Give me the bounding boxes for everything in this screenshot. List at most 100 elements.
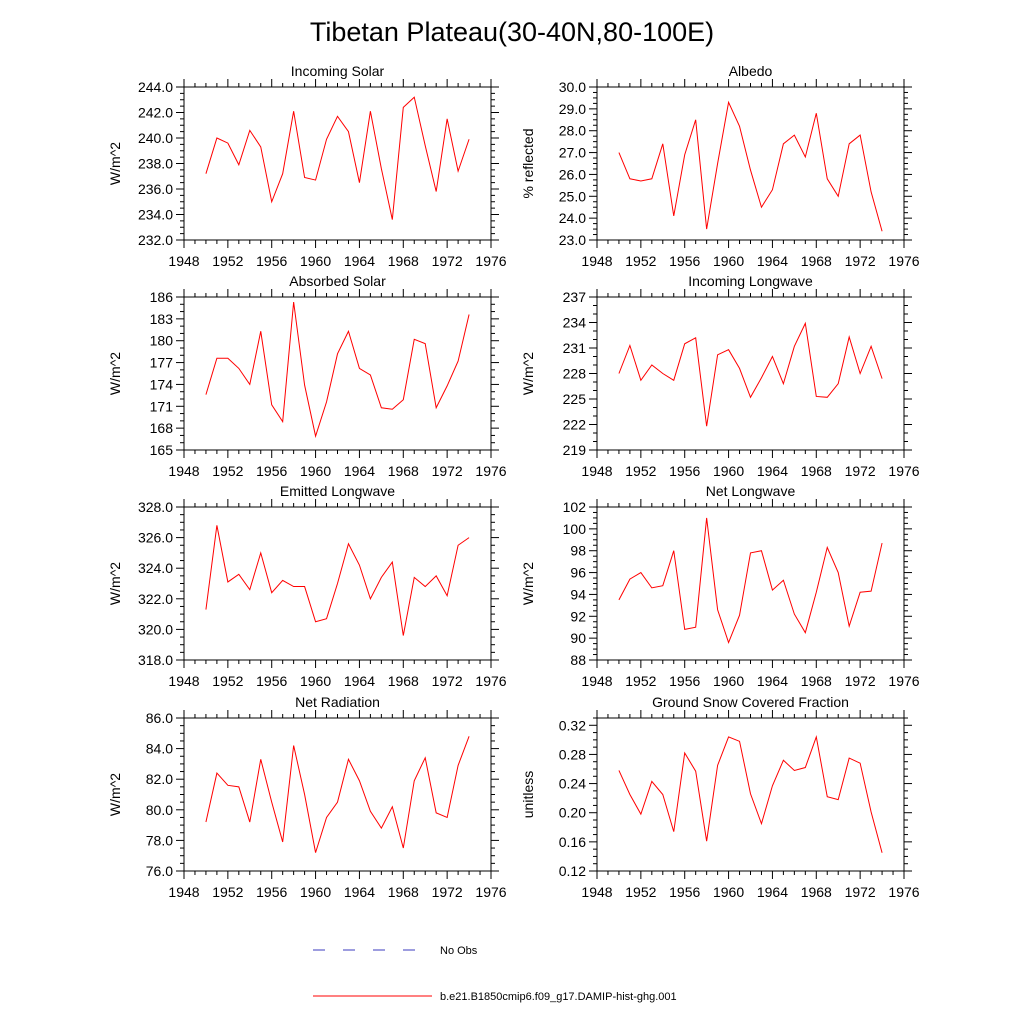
x-tick-label: 1968 (388, 463, 419, 479)
y-tick-label: 78.0 (146, 832, 173, 848)
x-tick-label: 1948 (168, 253, 199, 269)
y-tick-label: 94 (570, 586, 586, 602)
x-tick-label: 1968 (388, 884, 419, 900)
y-tick-label: 183 (150, 311, 174, 327)
y-axis-label: W/m^2 (107, 562, 123, 605)
plot-frame (183, 86, 492, 241)
x-tick-label: 1948 (168, 463, 199, 479)
y-tick-label: 100 (563, 521, 587, 537)
y-tick-label: 0.24 (559, 776, 586, 792)
y-tick-label: 234.0 (138, 207, 173, 223)
x-tick-label: 1952 (625, 463, 656, 479)
y-tick-label: 24.0 (559, 210, 586, 226)
x-tick-label: 1964 (344, 673, 375, 689)
y-tick-label: 168 (150, 420, 174, 436)
y-tick-label: 23.0 (559, 232, 586, 248)
x-tick-label: 1964 (344, 884, 375, 900)
y-tick-label: 186 (150, 289, 174, 305)
x-tick-label: 1976 (888, 463, 919, 479)
panel-title: Emitted Longwave (280, 483, 395, 499)
panel-incoming-solar: Incoming Solar W/m^2 1948 1952 1956 1960 1964 1… (107, 63, 507, 269)
x-tick-label: 1976 (475, 463, 506, 479)
y-axis-label: W/m^2 (107, 773, 123, 816)
y-tick-label: 0.28 (559, 746, 586, 762)
x-tick-label: 1960 (713, 253, 744, 269)
series-line-net-radiation (205, 736, 470, 853)
y-tick-label: 320.0 (138, 621, 173, 637)
x-tick-label: 1968 (388, 673, 419, 689)
x-tick-label: 1964 (344, 253, 375, 269)
x-tick-label: 1968 (801, 463, 832, 479)
x-tick-label: 1956 (256, 673, 287, 689)
panel-title: Albedo (729, 63, 773, 79)
y-tick-label: 237 (563, 289, 587, 305)
panel-grid: Incoming Solar W/m^2 1948 1952 1956 1960 1964 1… (107, 63, 920, 900)
x-tick-label: 1976 (888, 884, 919, 900)
plot-frame (183, 717, 492, 872)
y-tick-label: 244.0 (138, 79, 173, 95)
x-tick-label: 1976 (475, 253, 506, 269)
x-tick-label: 1956 (256, 253, 287, 269)
y-tick-label: 228 (563, 366, 587, 382)
x-tick-label: 1952 (625, 884, 656, 900)
panel-title: Absorbed Solar (289, 273, 386, 289)
x-tick-label: 1968 (801, 673, 832, 689)
y-tick-label: 322.0 (138, 591, 173, 607)
y-tick-label: 171 (150, 398, 174, 414)
panel-net-radiation: Net Radiation W/m^2 1948 1952 1956 1960 1964 19… (107, 694, 507, 900)
y-axis-label: % reflected (520, 128, 536, 198)
x-tick-label: 1956 (669, 884, 700, 900)
x-tick-label: 1968 (801, 253, 832, 269)
panel-title: Incoming Longwave (688, 273, 813, 289)
y-tick-label: 177 (150, 355, 174, 371)
x-tick-label: 1956 (669, 253, 700, 269)
plot-frame (183, 296, 492, 451)
series-line-incoming-solar (205, 96, 470, 220)
series-line-incoming-longwave (618, 321, 883, 427)
x-tick-label: 1968 (801, 884, 832, 900)
x-tick-label: 1960 (713, 463, 744, 479)
y-tick-label: 102 (563, 499, 587, 515)
x-tick-label: 1960 (300, 884, 331, 900)
y-tick-label: 0.12 (559, 863, 586, 879)
x-tick-label: 1964 (344, 463, 375, 479)
x-tick-label: 1960 (713, 673, 744, 689)
y-axis-label: unitless (520, 771, 536, 818)
x-tick-label: 1960 (300, 253, 331, 269)
y-tick-label: 27.0 (559, 145, 586, 161)
x-tick-label: 1956 (669, 673, 700, 689)
x-tick-label: 1972 (432, 463, 463, 479)
x-tick-label: 1948 (168, 884, 199, 900)
series-line-albedo (618, 100, 883, 232)
panel-title: Net Radiation (295, 694, 380, 710)
panel-title: Incoming Solar (291, 63, 385, 79)
x-tick-label: 1952 (212, 673, 243, 689)
panel-absorbed-solar: Absorbed Solar W/m^2 1948 1952 1956 1960 1964 1… (107, 273, 507, 479)
y-tick-label: 84.0 (146, 741, 173, 757)
x-tick-label: 1972 (432, 253, 463, 269)
y-tick-label: 232.0 (138, 232, 173, 248)
y-tick-label: 238.0 (138, 156, 173, 172)
figure-title: Tibetan Plateau(30-40N,80-100E) (310, 17, 714, 47)
x-tick-label: 1964 (757, 673, 788, 689)
x-tick-label: 1960 (713, 884, 744, 900)
y-tick-label: 242.0 (138, 105, 173, 121)
x-tick-label: 1948 (581, 253, 612, 269)
y-tick-label: 30.0 (559, 79, 586, 95)
x-tick-label: 1964 (757, 253, 788, 269)
y-tick-label: 28.0 (559, 123, 586, 139)
x-tick-label: 1952 (625, 253, 656, 269)
y-axis-label: W/m^2 (107, 352, 123, 395)
y-tick-label: 98 (570, 543, 586, 559)
y-tick-label: 90 (570, 630, 586, 646)
y-tick-label: 80.0 (146, 802, 173, 818)
y-tick-label: 234 (563, 315, 587, 331)
y-tick-label: 231 (563, 340, 587, 356)
x-tick-label: 1948 (581, 463, 612, 479)
y-tick-label: 92 (570, 608, 586, 624)
y-tick-label: 0.32 (559, 717, 586, 733)
x-tick-label: 1948 (581, 673, 612, 689)
panel-ground-snow-covered-fraction: Ground Snow Covered Fraction unitless 1948… (520, 694, 920, 900)
panel-incoming-longwave: Incoming Longwave W/m^2 1948 1952 1956 1960 19… (520, 273, 920, 479)
y-tick-label: 26.0 (559, 166, 586, 182)
